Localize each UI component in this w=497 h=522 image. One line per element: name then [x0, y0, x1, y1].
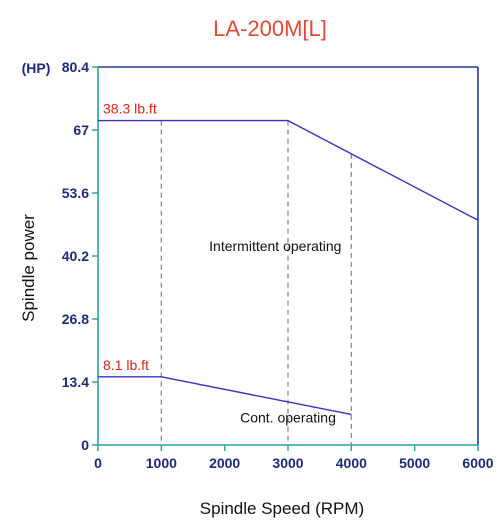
x-tick-label: 6000 [462, 455, 493, 471]
x-tick-label: 4000 [336, 455, 367, 471]
x-tick-label: 2000 [209, 455, 240, 471]
series-label: Intermittent operating [209, 238, 341, 254]
y-tick-label: 53.6 [62, 185, 89, 201]
x-tick-label: 0 [94, 455, 102, 471]
series-line-1 [98, 376, 352, 416]
y-tick-label: 26.8 [62, 311, 89, 327]
series-label: Cont. operating [240, 409, 336, 425]
x-tick-label: 3000 [272, 455, 303, 471]
y-tick-label: 67 [73, 122, 89, 138]
x-tick-labels: 0 1000 2000 3000 4000 5000 6000 [94, 445, 494, 471]
y-tick-label: 13.4 [62, 374, 89, 390]
chart-title: LA-200M[L] [213, 16, 327, 41]
y-axis-label: Spindle power [19, 214, 38, 322]
x-axis-label: Spindle Speed (RPM) [200, 499, 364, 518]
torque-label: 38.3 lb.ft [103, 101, 157, 117]
torque-label: 8.1 lb.ft [103, 357, 149, 373]
y-tick-label: 0 [81, 437, 89, 453]
y-tick-label: 80.4 [62, 59, 89, 75]
y-unit-label: (HP) [22, 60, 51, 76]
y-tick-label: 40.2 [62, 248, 89, 264]
drop-lines [160, 120, 352, 445]
series-group [98, 119, 479, 416]
series-line-0 [98, 119, 479, 221]
x-tick-label: 5000 [399, 455, 430, 471]
x-tick-label: 1000 [146, 455, 177, 471]
series-annotations: 38.3 lb.ft 8.1 lb.ft Intermittent operatin… [103, 101, 341, 426]
y-tick-labels: 0 13.4 26.8 40.2 53.6 67 80.4 [62, 59, 98, 453]
